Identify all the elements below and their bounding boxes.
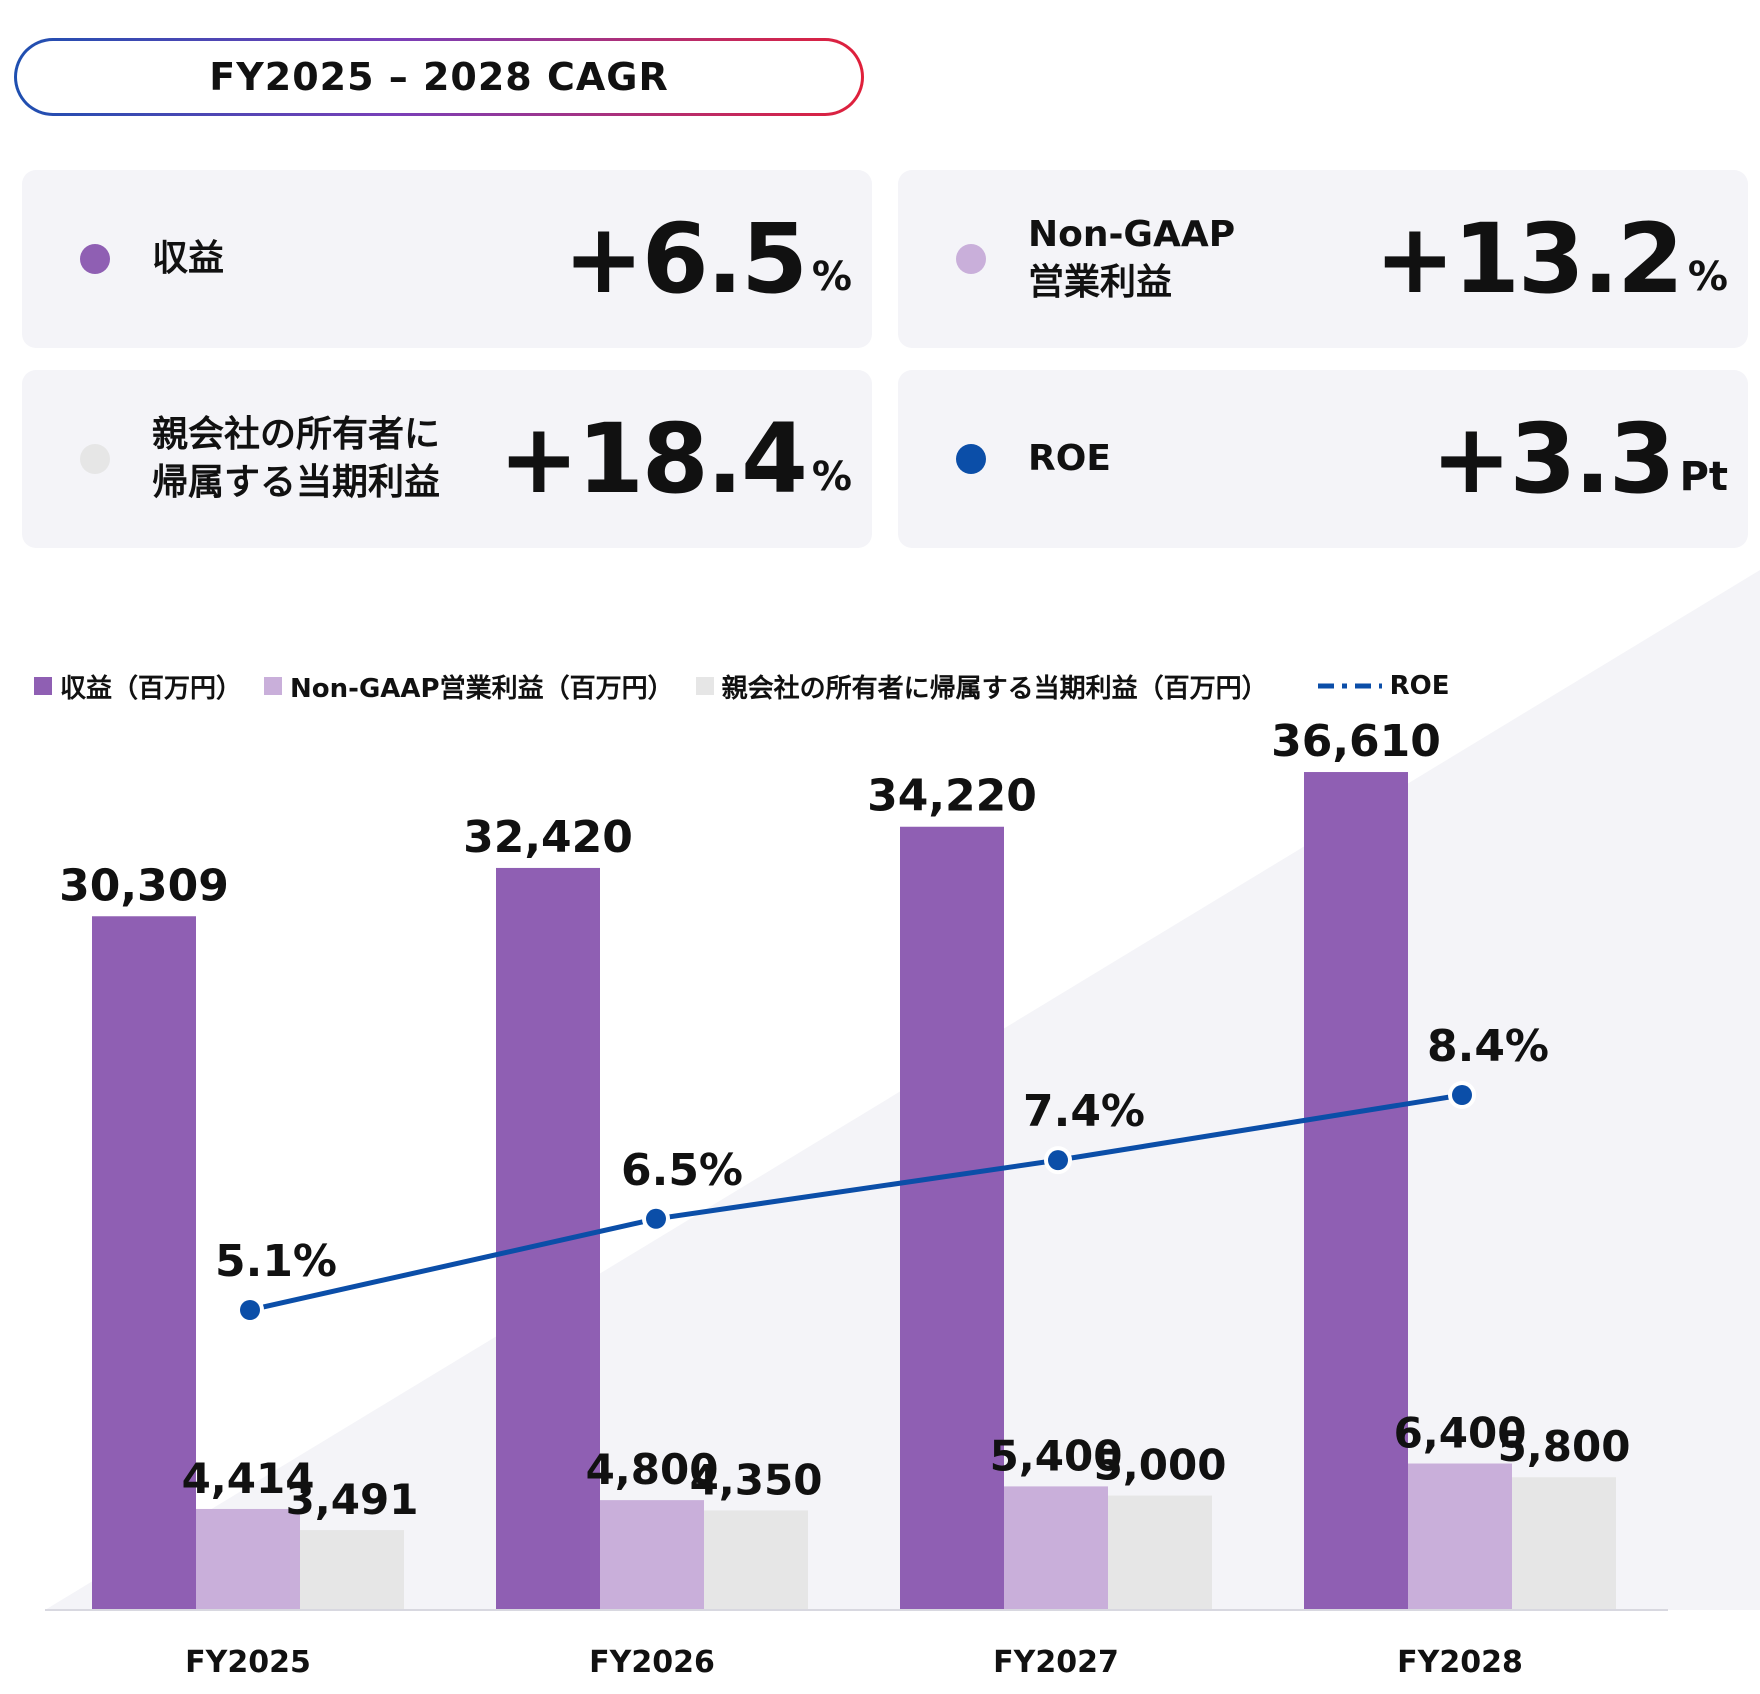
kpi-label: 親会社の所有者に 帰属する当期利益 bbox=[152, 414, 441, 503]
op-income-dot-icon bbox=[956, 244, 986, 274]
kpi-value: +6.5 bbox=[563, 203, 807, 315]
bar-value-label: 5,000 bbox=[1094, 1441, 1227, 1490]
bar-value-label: 5,800 bbox=[1498, 1422, 1631, 1471]
bar-op-income bbox=[600, 1500, 704, 1610]
kpi-value-group: +6.5 % bbox=[563, 170, 852, 348]
bar-net-income bbox=[1108, 1495, 1212, 1610]
legend-swatch-revenue bbox=[34, 677, 52, 695]
bar-net-income bbox=[704, 1510, 808, 1610]
kpi-value-group: +18.4 % bbox=[499, 370, 852, 548]
x-axis-tick-label: FY2026 bbox=[589, 1645, 715, 1680]
legend-item-revenue: 収益（百万円） bbox=[34, 668, 242, 705]
roe-line-group: 5.1% 6.5% 7.4% 8.4% bbox=[215, 1021, 1549, 1324]
kpi-unit: % bbox=[811, 254, 852, 300]
bar-label-group: 30,309 32,420 34,220 36,610 4,414 4,800 5,400 6… bbox=[59, 716, 1630, 1524]
bar-value-label: 36,610 bbox=[1271, 716, 1441, 767]
x-axis-tick-label: FY2025 bbox=[185, 1645, 311, 1680]
bar-value-label: 4,800 bbox=[586, 1445, 719, 1494]
x-axis-label-group: FY2025 FY2026 FY2027 FY2028 bbox=[185, 1645, 1523, 1680]
roe-line bbox=[249, 1092, 1463, 1313]
kpi-value: +18.4 bbox=[498, 403, 808, 515]
legend-item-op-income: Non-GAAP営業利益（百万円） bbox=[264, 668, 674, 705]
chart-legend: 収益（百万円） Non-GAAP営業利益（百万円） 親会社の所有者に帰属する当期… bbox=[34, 668, 1450, 704]
roe-value-label: 8.4% bbox=[1427, 1021, 1549, 1072]
kpi-card-roe: ROE +3.3 Pt bbox=[898, 370, 1748, 548]
legend-item-roe: ROE bbox=[1317, 671, 1450, 701]
bar-value-label: 5,400 bbox=[990, 1431, 1123, 1480]
bar-op-income bbox=[1004, 1486, 1108, 1610]
bar-value-label: 32,420 bbox=[463, 812, 633, 863]
roe-dot-icon bbox=[956, 444, 986, 474]
bar-value-label: 6,400 bbox=[1394, 1409, 1527, 1458]
bar-revenue bbox=[92, 916, 196, 1610]
legend-swatch-roe-line bbox=[1317, 683, 1382, 689]
kpi-value: +3.3 bbox=[1431, 403, 1675, 515]
roe-value-label: 5.1% bbox=[215, 1236, 337, 1287]
kpi-label: 収益 bbox=[152, 238, 225, 279]
kpi-unit: Pt bbox=[1679, 454, 1728, 500]
roe-point bbox=[240, 1300, 260, 1320]
kpi-card-net-income: 親会社の所有者に 帰属する当期利益 +18.4 % bbox=[22, 370, 872, 548]
bar-net-income bbox=[1512, 1477, 1616, 1610]
cagr-title-pill: FY2025 – 2028 CAGR bbox=[14, 38, 864, 116]
bar-group bbox=[92, 772, 1616, 1610]
bar-value-label: 30,309 bbox=[59, 860, 229, 911]
kpi-unit: % bbox=[811, 454, 852, 500]
legend-label: 収益（百万円） bbox=[60, 673, 243, 704]
roe-point bbox=[1452, 1085, 1472, 1105]
legend-item-net-income: 親会社の所有者に帰属する当期利益（百万円） bbox=[695, 668, 1268, 705]
bar-net-income bbox=[300, 1530, 404, 1610]
bar-value-label: 34,220 bbox=[867, 771, 1037, 822]
roe-point bbox=[646, 1208, 666, 1229]
legend-label: ROE bbox=[1389, 671, 1450, 701]
bar-op-income bbox=[1408, 1463, 1512, 1610]
revenue-dot-icon bbox=[80, 244, 110, 274]
legend-swatch-net-income bbox=[695, 677, 714, 695]
kpi-value-group: +13.2 % bbox=[1375, 170, 1728, 348]
kpi-unit: % bbox=[1687, 254, 1728, 300]
kpi-value-group: +3.3 Pt bbox=[1431, 370, 1728, 548]
bar-op-income bbox=[196, 1508, 300, 1610]
kpi-label: ROE bbox=[1028, 438, 1111, 479]
legend-label: 親会社の所有者に帰属する当期利益（百万円） bbox=[721, 673, 1268, 704]
cagr-title: FY2025 – 2028 CAGR bbox=[17, 41, 861, 113]
kpi-card-revenue: 収益 +6.5 % bbox=[22, 170, 872, 348]
kpi-value: +13.2 bbox=[1374, 203, 1684, 315]
bar-value-label: 4,414 bbox=[182, 1454, 315, 1503]
financial-chart: 30,309 32,420 34,220 36,610 4,414 4,800 5,400 6… bbox=[45, 570, 1760, 1680]
kpi-label: Non-GAAP 営業利益 bbox=[1028, 214, 1236, 303]
roe-value-label: 7.4% bbox=[1023, 1086, 1145, 1137]
bar-revenue bbox=[1304, 772, 1408, 1610]
legend-swatch-op-income bbox=[264, 677, 283, 695]
bar-value-label: 3,491 bbox=[286, 1475, 419, 1524]
bar-revenue bbox=[496, 867, 600, 1610]
roe-point bbox=[1048, 1150, 1068, 1171]
legend-label: Non-GAAP営業利益（百万円） bbox=[290, 673, 674, 704]
net-income-dot-icon bbox=[80, 444, 110, 474]
x-axis-tick-label: FY2028 bbox=[1397, 1645, 1523, 1680]
roe-value-label: 6.5% bbox=[621, 1145, 743, 1196]
kpi-card-op-income: Non-GAAP 営業利益 +13.2 % bbox=[898, 170, 1748, 348]
x-axis-tick-label: FY2027 bbox=[993, 1645, 1119, 1680]
bar-revenue bbox=[900, 826, 1004, 1610]
bar-value-label: 4,350 bbox=[690, 1455, 823, 1504]
